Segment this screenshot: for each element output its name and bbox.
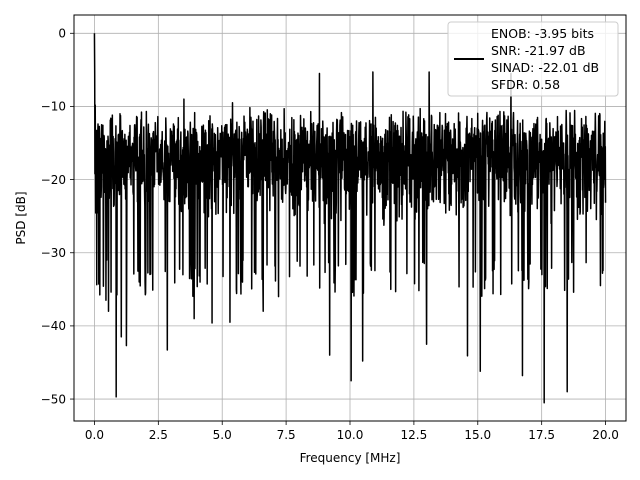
y-tick-label: −40 [41,319,66,333]
x-tick-label: 0.0 [85,428,104,442]
x-tick-label: 15.0 [464,428,491,442]
legend-entry-snr: SNR: -21.97 dB [491,43,586,58]
x-tick-label: 5.0 [213,428,232,442]
x-tick-label: 20.0 [592,428,619,442]
legend-entry-sinad: SINAD: -22.01 dB [491,60,599,75]
x-tick-label: 7.5 [277,428,296,442]
series-group [93,33,607,404]
y-axis-ticks: 0 −10 −20 −30 −40 −50 [41,27,74,406]
y-tick-label: 0 [58,27,66,41]
y-axis-label: PSD [dB] [14,191,28,244]
y-tick-label: −20 [41,173,66,187]
x-tick-label: 12.5 [401,428,428,442]
legend: ENOB: -3.95 bits SNR: -21.97 dB SINAD: -… [447,21,619,97]
legend-entry-enob: ENOB: -3.95 bits [491,26,594,41]
legend-entry-sfdr: SFDR: 0.58 [491,77,560,92]
y-tick-label: −50 [41,392,66,406]
y-tick-label: −30 [41,246,66,260]
x-tick-label: 17.5 [528,428,555,442]
psd-series-line [93,33,607,404]
x-tick-label: 2.5 [149,428,168,442]
x-axis-ticks: 0.0 2.5 5.0 7.5 10.0 12.5 15.0 17.5 20.0 [85,421,619,442]
x-axis-label: Frequency [MHz] [300,451,401,465]
y-tick-label: −10 [41,100,66,114]
x-tick-label: 10.0 [337,428,364,442]
legend-box [447,21,619,97]
